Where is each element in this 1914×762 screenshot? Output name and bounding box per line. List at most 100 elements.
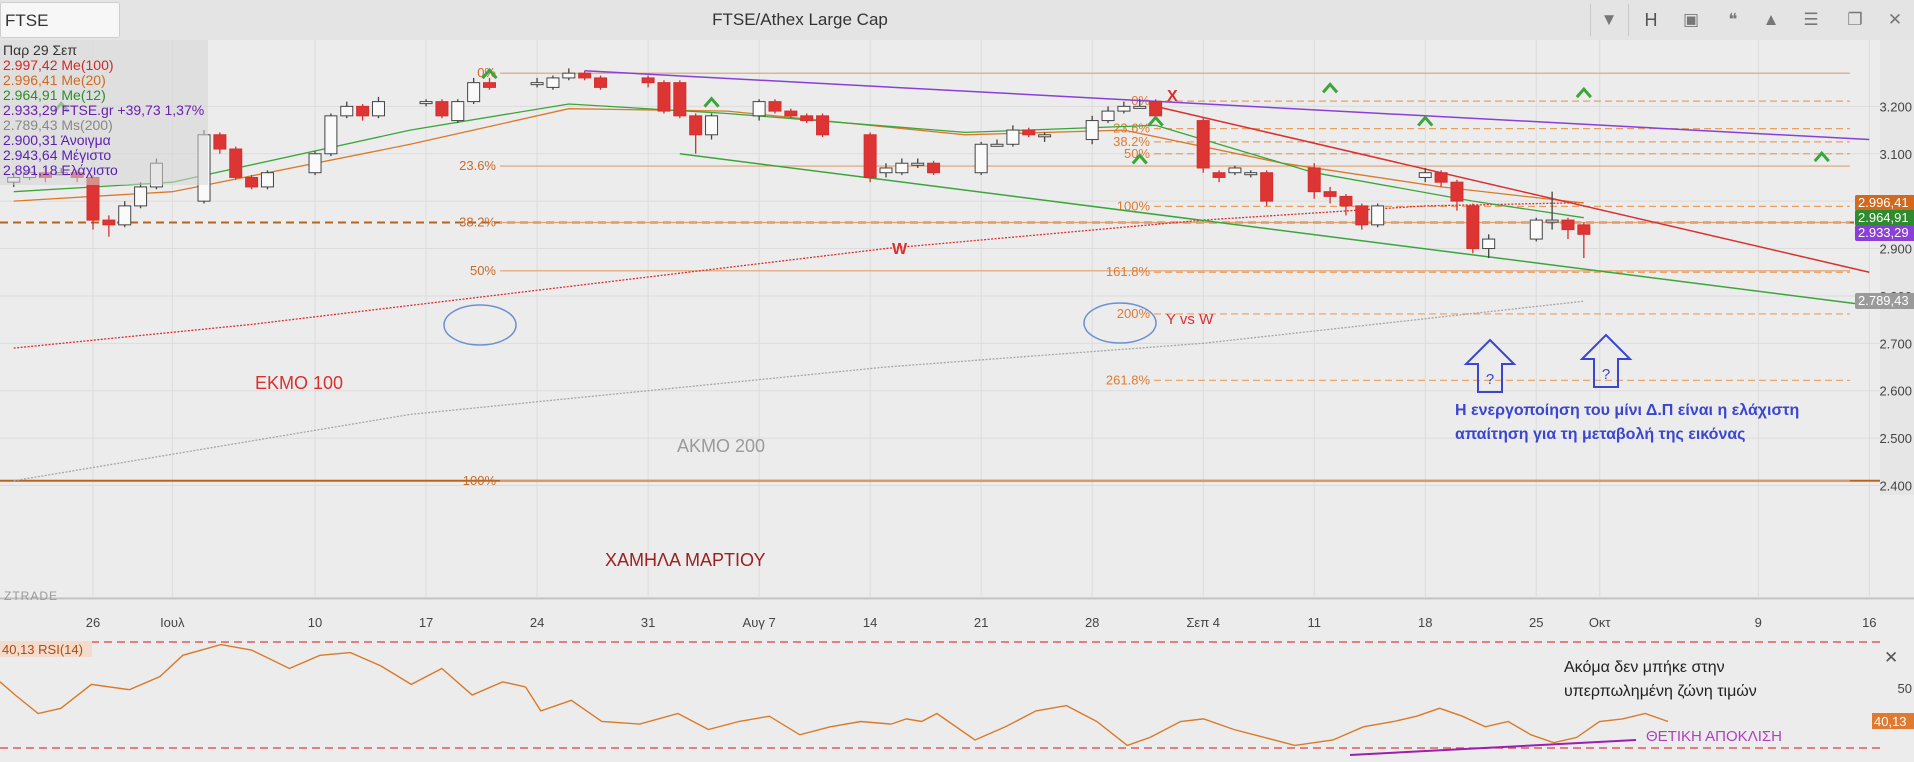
rsi-label: 40,13 RSI(14) (2, 642, 83, 657)
legend-item: 2.933,29 FTSE.gr +39,73 1,37% (3, 102, 205, 118)
candle-body (467, 82, 481, 103)
candle-body (641, 77, 655, 84)
question-arrow (1463, 338, 1517, 393)
trendline (1155, 105, 1870, 273)
question-mark: ? (1486, 371, 1494, 388)
candle-body (1228, 167, 1242, 174)
candle-body (530, 82, 544, 86)
series-line-Me(12) (13, 103, 1584, 219)
candle-body (1038, 134, 1052, 138)
candle-body (451, 101, 465, 122)
lock-icon[interactable]: ▲ (1762, 10, 1780, 29)
candle-body (1355, 205, 1369, 226)
y-tick-label: 2.400 (1879, 479, 1912, 494)
candle-body (1561, 219, 1575, 231)
candle-body (1418, 172, 1432, 178)
restore-icon[interactable]: ❐ (1847, 10, 1863, 29)
candle-body (816, 115, 830, 136)
candle-body (879, 167, 893, 174)
symbol-input[interactable]: FTSE (0, 2, 120, 38)
candle-body (483, 82, 496, 88)
question-arrow (1579, 333, 1633, 388)
candle-body (1466, 205, 1480, 250)
chart-toolbar: FTSE FTSE/Athex Large Cap ▼ H ▣ ❝ ▲ ☰ ❐ … (0, 0, 1914, 41)
series-line-Me(100) (13, 201, 1584, 349)
pivot-up-marker (1813, 150, 1830, 163)
x-tick-label: 10 (308, 615, 322, 630)
x-tick-label: 21 (974, 615, 988, 630)
trendline (584, 70, 1870, 141)
annotation-note-line2: απαίτηση για τη μεταβολή της εικόνας (1455, 426, 1746, 443)
rsi-label-bg (0, 641, 92, 657)
candle-body (1196, 120, 1210, 169)
legend-item: 2.900,31 Άνοιγμα (3, 132, 111, 148)
candle-body (340, 105, 354, 117)
candle-body (927, 162, 941, 174)
price-tag-me20: 2.996,41 (1855, 194, 1914, 211)
question-mark: ? (1602, 366, 1610, 383)
series-line-Ms(200) (13, 300, 1584, 482)
candle-body (974, 143, 988, 174)
trendline (679, 153, 1870, 307)
chevron-down-icon[interactable]: ▼ (1600, 10, 1618, 29)
candle-body (356, 105, 370, 117)
candle-body (895, 162, 909, 174)
rsi-area (0, 600, 1914, 762)
monitor-icon[interactable]: ▣ (1682, 10, 1700, 29)
x-tick-label: 26 (86, 615, 100, 630)
fib-label-right: 161.8% (1106, 264, 1151, 279)
pivot-up-marker (1575, 86, 1592, 99)
annotation-positive-divergence: ΘΕΤΙΚΗ ΑΠΟΚΛΙΣΗ (1646, 728, 1782, 745)
candle-body (245, 176, 259, 188)
x-tick-label: 31 (641, 615, 655, 630)
y-tick-label: 2.900 (1879, 242, 1912, 257)
pivot-up-marker (1147, 115, 1164, 127)
annotation-w: W (892, 241, 908, 258)
candle-body (1260, 172, 1274, 202)
highlight-circle (1083, 302, 1157, 344)
menu-icon[interactable]: ☰ (1803, 10, 1819, 29)
y-tick-label: 3.200 (1879, 99, 1912, 114)
price-tag-last: 2.933,29 (1855, 224, 1914, 241)
fib-label-right: 261.8% (1106, 372, 1151, 387)
rsi-divergence-line (1349, 739, 1637, 756)
rsi-level-label: 50 (1898, 681, 1912, 696)
annotation-x: X (1167, 88, 1178, 105)
x-tick-label: Σεπ 4 (1186, 615, 1220, 630)
close-icon[interactable]: ✕ (1884, 648, 1899, 667)
fib-label-left: 50% (470, 263, 496, 278)
watermark: ZTRADE (4, 589, 58, 603)
candle-body (578, 72, 592, 79)
candle-body (1149, 101, 1163, 117)
candle-body (752, 101, 766, 117)
fib-label-right: 200% (1117, 306, 1151, 321)
candle-body (1307, 167, 1321, 193)
highlight-circle (443, 304, 517, 346)
pivot-up-marker (703, 96, 720, 108)
x-tick-label: 24 (530, 615, 544, 630)
candle-body (784, 110, 798, 117)
x-tick-label: 28 (1085, 615, 1099, 630)
x-tick-label: 11 (1307, 615, 1321, 630)
legend-date: Παρ 29 Σεπ (3, 42, 78, 58)
y-tick-label: 2.700 (1879, 336, 1912, 351)
legend-item: 2.789,43 Ms(200) (3, 117, 113, 133)
candle-body (308, 153, 322, 174)
candle-body (800, 115, 814, 122)
h-button[interactable]: H (1644, 9, 1658, 30)
legend-item: 2.964,91 Me(12) (3, 87, 106, 103)
candle-body (118, 205, 132, 226)
candle-body (371, 101, 385, 117)
candle-body (1244, 172, 1258, 176)
price-tag-me12: 2.964,91 (1855, 209, 1914, 226)
close-icon[interactable]: ✕ (1887, 10, 1903, 29)
candle-body (673, 82, 687, 117)
candle-body (990, 143, 1004, 147)
candle-body (419, 101, 433, 105)
candle-body (1339, 195, 1353, 207)
candle-body (213, 134, 227, 150)
annotation-march-lows: ΧΑΜΗΛΑ ΜΑΡΤΙΟΥ (605, 550, 765, 570)
comment-icon[interactable]: ❝ (1728, 10, 1738, 29)
x-tick-label: Οκτ (1589, 615, 1612, 630)
